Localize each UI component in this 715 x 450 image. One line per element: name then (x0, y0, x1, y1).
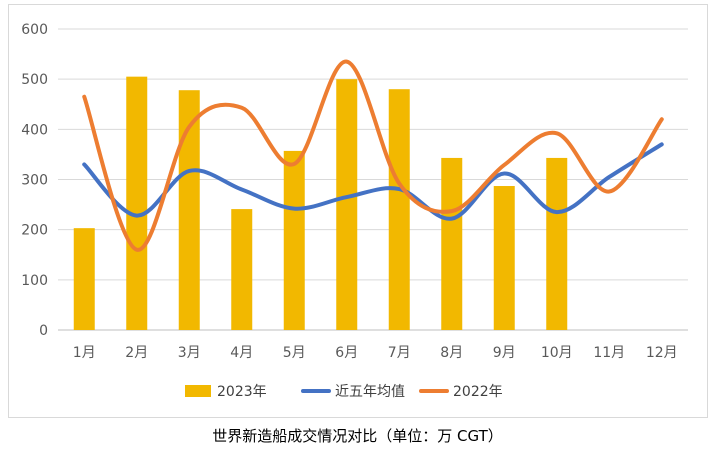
x-tick-label: 12月 (646, 345, 678, 361)
y-tick-label: 400 (21, 122, 48, 138)
x-tick-label: 7月 (388, 345, 411, 361)
y-tick-label: 0 (39, 323, 48, 339)
bar (388, 89, 410, 330)
y-tick-label: 100 (21, 273, 48, 289)
x-tick-label: 11月 (593, 345, 625, 361)
bar (231, 209, 253, 330)
chart-caption: 世界新造船成交情况对比（单位：万 CGT） (212, 427, 503, 445)
bar (546, 157, 568, 330)
grid-lines (58, 28, 688, 331)
legend-label: 近五年均值 (335, 384, 405, 400)
x-tick-label: 4月 (230, 345, 253, 361)
x-tick-label: 5月 (283, 345, 306, 361)
line-series (82, 59, 664, 252)
x-axis-ticks: 1月 2月 3月 4月 5月 6月 7月 8月 9月 10月 11月 12月 (73, 345, 678, 361)
x-tick-label: 10月 (541, 345, 573, 361)
bar (336, 79, 358, 331)
bar (73, 228, 95, 330)
y-tick-label: 200 (21, 223, 48, 239)
bar (441, 157, 463, 330)
x-tick-label: 1月 (73, 345, 96, 361)
series-line (82, 59, 664, 252)
x-tick-label: 6月 (335, 345, 358, 361)
x-tick-label: 8月 (440, 345, 463, 361)
series-line (82, 142, 664, 221)
y-tick-label: 300 (21, 173, 48, 189)
legend-label: 2022年 (453, 384, 503, 400)
bar (283, 150, 305, 330)
bar (178, 90, 200, 330)
x-tick-label: 9月 (493, 345, 516, 361)
x-tick-label: 3月 (178, 345, 201, 361)
bar (493, 186, 515, 330)
y-tick-label: 600 (21, 22, 48, 38)
legend: 2023年 近五年均值 2022年 (185, 384, 503, 400)
chart: 0 100 200 300 400 500 600 1月 2月 3月 4月 5月 6月 7月 8月 9月 10… (21, 22, 688, 400)
x-tick-label: 2月 (125, 345, 148, 361)
bar (126, 76, 148, 331)
legend-label: 2023年 (217, 384, 267, 400)
y-tick-label: 500 (21, 72, 48, 88)
bar-series (73, 76, 568, 331)
legend-swatch-bar (185, 385, 211, 397)
y-axis-ticks: 0 100 200 300 400 500 600 (21, 22, 48, 339)
